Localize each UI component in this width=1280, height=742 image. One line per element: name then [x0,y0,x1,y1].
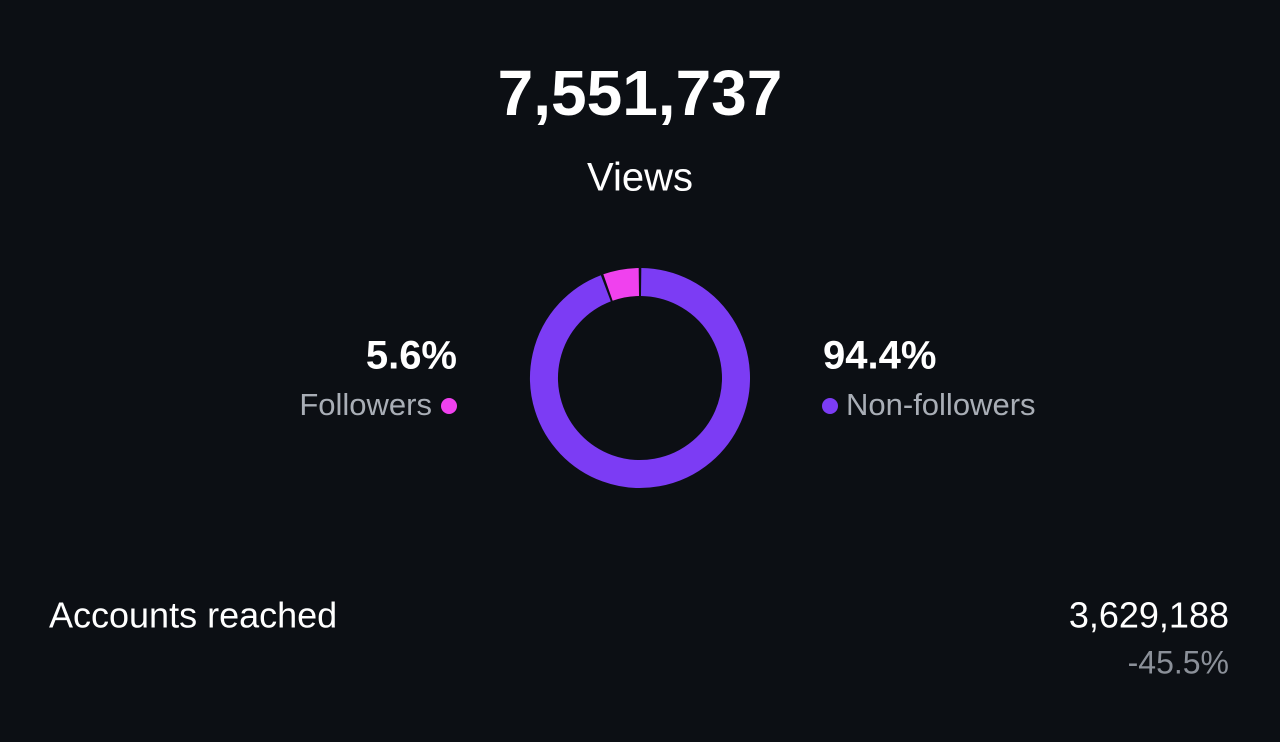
metric-label[interactable]: Accounts reached [49,595,337,636]
views-total: 7,551,737 [498,57,783,129]
views-label: Views [587,156,693,200]
donut-segment [530,268,750,488]
metric-value: 3,629,188 [1069,595,1229,636]
non-followers-percent: 94.4% [823,334,936,378]
followers-label: Followers [299,387,432,422]
non-followers-label: Non-followers [846,387,1036,422]
donut-chart [530,268,750,488]
legend-dot [441,398,457,414]
metric-change: -45.5% [1128,644,1229,680]
followers-percent: 5.6% [366,334,457,378]
legend-dot [822,398,838,414]
donut-segment [603,268,640,301]
